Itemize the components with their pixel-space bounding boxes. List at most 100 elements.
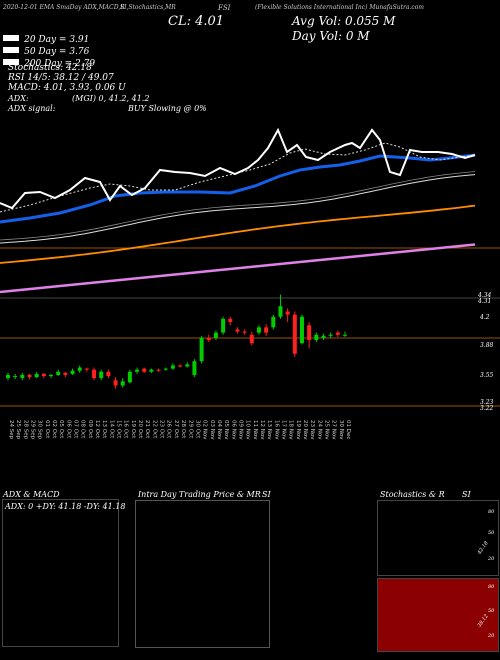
date-label: 30 Nov xyxy=(338,420,344,440)
date-label: 12 Oct xyxy=(94,420,100,439)
date-label: 25 Nov xyxy=(323,420,329,440)
date-label: 13 Nov xyxy=(266,420,272,440)
symbol-tag: FSI xyxy=(218,4,231,12)
candle-body xyxy=(170,365,175,369)
candle-body xyxy=(343,334,347,336)
price-tick-2: 4.2 xyxy=(480,314,490,321)
candle-body xyxy=(84,368,89,370)
date-label: 23 Oct xyxy=(159,420,165,439)
adx-signal-label: ADX signal: xyxy=(8,104,56,113)
candle-body xyxy=(178,365,183,367)
legend-50day-label: 50 Day = 3.76 xyxy=(24,47,90,57)
candle-body xyxy=(70,370,75,374)
date-label: 19 Oct xyxy=(130,420,136,439)
price-tick-6: 3.22 xyxy=(480,405,494,412)
date-label: 13 Oct xyxy=(101,420,107,439)
date-label: 21 Oct xyxy=(144,420,150,439)
candle-body xyxy=(120,381,125,386)
candle-body xyxy=(292,314,297,354)
price-tick-1: 4.31 xyxy=(478,298,492,305)
date-label: 01 Dec xyxy=(345,420,351,439)
legend-200day-swatch xyxy=(3,58,19,65)
date-label: 30 Oct xyxy=(194,420,200,439)
legend-20day-label: 20 Day = 3.91 xyxy=(24,35,90,45)
date-label: 17 Nov xyxy=(280,420,286,440)
date-label: 30 Sep xyxy=(37,420,43,440)
candle-body xyxy=(92,369,97,379)
upper-band-shadow xyxy=(0,171,476,241)
date-label: 29 Oct xyxy=(187,420,193,439)
intraday-panel xyxy=(135,500,270,648)
legend-200day-label: 200 Day = 2.79 xyxy=(24,59,96,69)
header-small-line2: SI,Stochastics,MR xyxy=(120,4,176,11)
price-tick-5: 3.23 xyxy=(480,399,494,406)
adx-panel-title: ADX & MACD xyxy=(3,490,60,499)
rsi-panel xyxy=(377,578,499,652)
rsi-value: RSI 14/5: 38.12 / 49.07 xyxy=(8,73,114,83)
date-label: 25 Sep xyxy=(15,420,21,440)
rsi-tick-80: 80 xyxy=(488,584,495,590)
candle-body xyxy=(264,327,269,333)
date-label: 27 Oct xyxy=(173,420,179,439)
orange-average-line xyxy=(0,204,476,264)
stoch-panel-title: Stochastics & R xyxy=(380,490,445,499)
date-label: 01 Oct xyxy=(44,420,50,439)
price-tick-high: 4.34 xyxy=(478,292,492,299)
date-label: 12 Nov xyxy=(259,420,265,440)
candle-body xyxy=(206,337,211,341)
candle-body xyxy=(299,316,304,344)
macd-value: MACD: 4.01, 3.93, 0.06 U xyxy=(8,83,126,93)
candle-body xyxy=(63,372,68,375)
date-label: 16 Nov xyxy=(273,420,279,440)
stoch-tick-50: 50 xyxy=(488,530,495,536)
close-price-line xyxy=(0,127,476,210)
date-label: 20 Oct xyxy=(137,420,143,439)
candle-body xyxy=(49,374,54,377)
candle-body xyxy=(314,334,319,341)
adx-macd-panel: ADX: 0 +DY: 41.18 -DY: 41.18 xyxy=(2,499,125,647)
price-tick-3: 3.88 xyxy=(480,342,494,349)
candle-body xyxy=(249,334,254,344)
candle-body xyxy=(156,369,161,371)
candle-body xyxy=(13,376,18,378)
candle-body xyxy=(228,318,233,323)
date-label: 05 Nov xyxy=(223,420,229,440)
legend-20day-swatch xyxy=(3,34,19,41)
date-label: 16 Oct xyxy=(123,420,129,439)
date-label: 28 Sep xyxy=(22,420,28,440)
header-small-line1: 2020-12-01 EMA SmaDay ADX,MACD,R xyxy=(3,4,125,11)
candle-body xyxy=(20,374,25,379)
candle-body xyxy=(34,373,39,378)
date-label: 02 Oct xyxy=(51,420,57,439)
ema200-line xyxy=(0,243,476,294)
day-volume: Day Vol: 0 M xyxy=(292,29,370,43)
candle-body xyxy=(192,361,197,375)
legend-50day-swatch xyxy=(3,46,19,53)
candlesticks xyxy=(6,294,347,389)
candle-body xyxy=(285,311,290,315)
rsi-tick-20: 20 xyxy=(488,633,495,639)
date-label: 10 Nov xyxy=(245,420,251,440)
candle-body xyxy=(163,368,168,370)
candle-body xyxy=(99,371,104,379)
candle-body xyxy=(321,335,326,338)
candle-body xyxy=(221,318,226,333)
date-label: 26 Oct xyxy=(166,420,172,439)
upper-band-line xyxy=(0,174,476,244)
candle-body xyxy=(213,332,218,338)
date-label: 22 Oct xyxy=(151,420,157,439)
date-label: 09 Nov xyxy=(237,420,243,440)
date-label: 03 Nov xyxy=(209,420,215,440)
date-label: 27 Nov xyxy=(331,420,337,440)
candle-body xyxy=(41,373,46,377)
candle-body xyxy=(235,329,240,332)
ema20-line xyxy=(0,153,476,224)
legend-20day: 20 Day = 3.91 xyxy=(3,27,89,46)
date-label: 08 Oct xyxy=(80,420,86,439)
date-label: 05 Oct xyxy=(58,420,64,439)
candle-body xyxy=(328,334,333,336)
stoch-tick-80: 80 xyxy=(488,509,495,515)
date-label: 28 Oct xyxy=(180,420,186,439)
moving-average-lines xyxy=(0,127,476,294)
close-label: CL: 4.01 xyxy=(168,14,225,29)
